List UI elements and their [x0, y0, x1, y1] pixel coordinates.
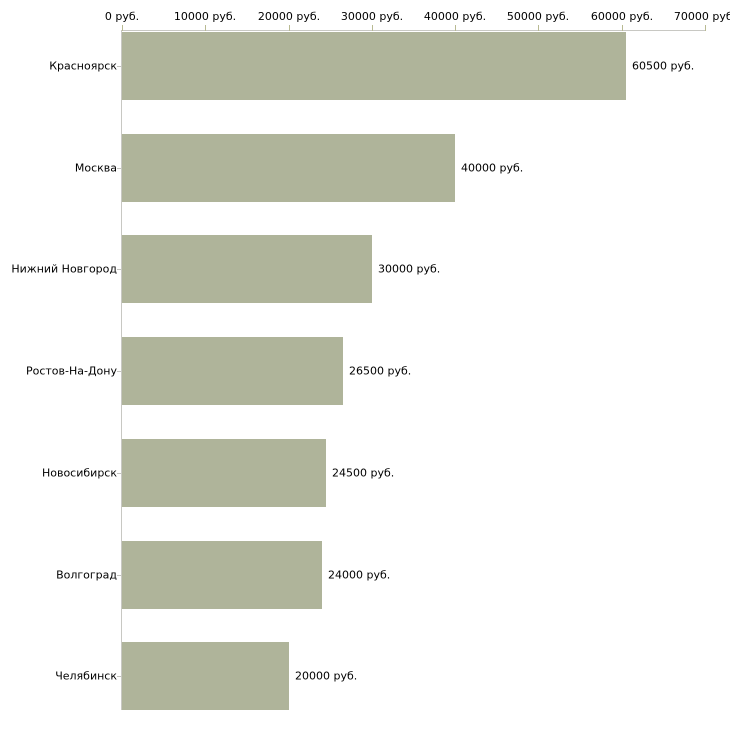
- category-tick: [117, 676, 121, 677]
- x-axis-tick-label: 20000 руб.: [257, 10, 321, 23]
- category-tick: [117, 575, 121, 576]
- x-axis-tick-label: 0 руб.: [104, 10, 140, 23]
- category-label: Москва: [74, 161, 117, 175]
- category-label: Нижний Новгород: [11, 262, 117, 276]
- value-label: 24000 руб.: [328, 568, 391, 582]
- category-label: Волгоград: [56, 568, 117, 582]
- category-tick: [117, 371, 121, 372]
- value-label: 20000 руб.: [295, 669, 358, 683]
- x-axis-tick-label: 10000 руб.: [173, 10, 237, 23]
- x-axis-tick: [538, 25, 539, 31]
- x-axis-tick-label: 40000 руб.: [423, 10, 487, 23]
- x-axis-tick: [372, 25, 373, 31]
- bar-0: [122, 32, 626, 100]
- value-label: 30000 руб.: [378, 262, 441, 276]
- category-label: Ростов-На-Дону: [25, 364, 117, 378]
- category-tick: [117, 269, 121, 270]
- value-label: 60500 руб.: [632, 59, 695, 73]
- category-tick: [117, 168, 121, 169]
- bar-4: [122, 439, 326, 507]
- value-label: 24500 руб.: [332, 466, 395, 480]
- x-axis-tick: [289, 25, 290, 31]
- bar-2: [122, 235, 372, 303]
- category-label: Новосибирск: [41, 466, 117, 480]
- bar-3: [122, 337, 343, 405]
- value-label: 26500 руб.: [349, 364, 412, 378]
- value-label: 40000 руб.: [461, 161, 524, 175]
- x-axis-tick: [705, 25, 706, 31]
- category-tick: [117, 473, 121, 474]
- x-axis-tick-label: 50000 руб.: [506, 10, 570, 23]
- bar-6: [122, 642, 289, 710]
- x-axis-tick-label: 70000 руб.: [673, 10, 730, 23]
- x-axis-tick: [622, 25, 623, 31]
- x-axis-tick-label: 30000 руб.: [340, 10, 404, 23]
- category-label: Красноярск: [49, 59, 117, 73]
- category-tick: [117, 66, 121, 67]
- category-label: Челябинск: [55, 669, 117, 683]
- bar-5: [122, 541, 322, 609]
- x-axis-tick: [455, 25, 456, 31]
- y-axis-line: [121, 30, 122, 710]
- x-axis-tick: [205, 25, 206, 31]
- x-axis-line: [122, 30, 705, 31]
- x-axis-tick: [122, 25, 123, 31]
- bar-1: [122, 134, 455, 202]
- x-axis-tick-label: 60000 руб.: [590, 10, 654, 23]
